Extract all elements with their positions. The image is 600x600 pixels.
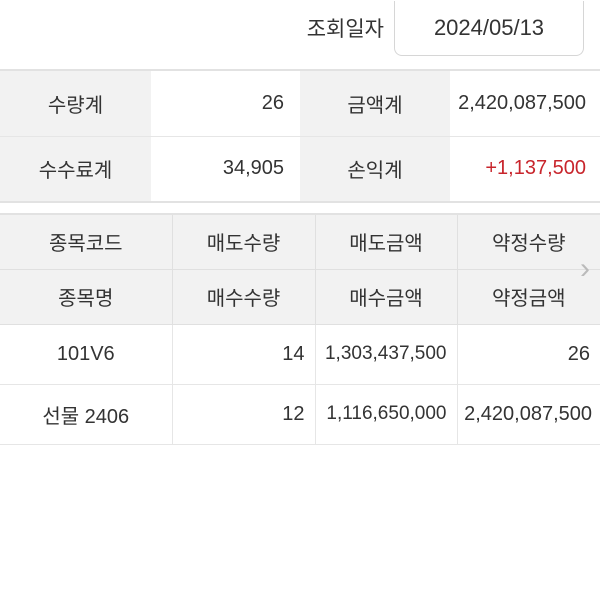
summary-table: 수량계 26 금액계 2,420,087,500 수수료계 34,905 손익계… bbox=[0, 69, 600, 203]
query-date-label: 조회일자 bbox=[306, 18, 384, 41]
header-sell-qty: 매도수량 bbox=[171, 214, 316, 270]
cell-sell-amount: 1,303,437,500 bbox=[314, 324, 458, 385]
chevron-right-icon[interactable]: › bbox=[580, 252, 590, 285]
amount-total-label: 금액계 bbox=[300, 70, 450, 137]
query-date-bar: 조회일자 2024/05/13 bbox=[307, 0, 584, 56]
cell-contract-qty: 26 bbox=[456, 324, 600, 385]
fee-total-label: 수수료계 bbox=[0, 136, 151, 203]
header-name: 종목명 bbox=[0, 269, 173, 325]
header-row-top: 종목코드 매도수량 매도금액 약정수량 bbox=[0, 214, 600, 270]
pnl-total-label: 손익계 bbox=[300, 136, 450, 203]
header-row-bottom: 종목명 매수수량 매수금액 약정금액 bbox=[0, 269, 600, 325]
cell-name: 선물 2406 bbox=[0, 384, 173, 445]
header-contract-qty: 약정수량 bbox=[456, 214, 600, 270]
cell-buy-qty: 12 bbox=[171, 384, 316, 445]
header-buy-amount: 매수금액 bbox=[314, 269, 458, 325]
header-contract-amount: 약정금액 bbox=[456, 269, 600, 325]
cell-buy-amount: 1,116,650,000 bbox=[314, 384, 458, 445]
pnl-total-value: +1,137,500 bbox=[450, 136, 600, 203]
qty-total-label: 수량계 bbox=[0, 70, 151, 137]
query-date-input[interactable]: 2024/05/13 bbox=[394, 0, 584, 56]
cell-code: 101V6 bbox=[0, 324, 173, 385]
qty-total-value: 26 bbox=[151, 70, 300, 137]
header-buy-qty: 매수수량 bbox=[171, 269, 316, 325]
header-code: 종목코드 bbox=[0, 214, 173, 270]
trade-table: 종목코드 매도수량 매도금액 약정수량 종목명 매수수량 매수금액 약정금액 1… bbox=[0, 213, 600, 445]
cell-sell-qty: 14 bbox=[171, 324, 316, 385]
table-row[interactable]: 선물 2406 12 1,116,650,000 2,420,087,500 bbox=[0, 384, 600, 445]
cell-contract-amount: 2,420,087,500 bbox=[456, 384, 600, 445]
amount-total-value: 2,420,087,500 bbox=[450, 70, 600, 137]
header-sell-amount: 매도금액 bbox=[314, 214, 458, 270]
fee-total-value: 34,905 bbox=[151, 136, 300, 203]
table-row[interactable]: 101V6 14 1,303,437,500 26 bbox=[0, 324, 600, 385]
